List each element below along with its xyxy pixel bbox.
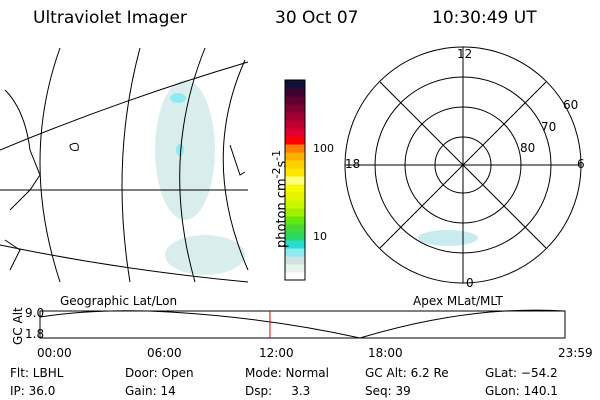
colorbar-swatch [285,152,305,161]
colorbar-swatch [285,256,305,265]
mlt-12: 12 [457,47,473,61]
colorbar-swatch [285,176,305,185]
lat-70: 70 [541,120,557,134]
colorbar-label: photon cm-2s-1 [270,149,290,248]
info-field: Seq: 39 [365,384,411,398]
xtick: 12:00 [259,346,294,360]
colorbar-swatch [285,96,305,105]
colorbar-tick-100: 100 [313,142,334,155]
instrument-title: Ultraviolet Imager [33,8,187,28]
geographic-map [0,47,249,283]
info-field: Mode: Normal [245,366,329,380]
colorbar-swatch [285,184,305,193]
colorbar-swatch [285,224,305,233]
colorbar-swatch [285,232,305,241]
colorbar-swatch [285,200,305,209]
lat-60: 60 [563,98,579,112]
polar-plot [344,46,582,284]
colorbar-swatch [285,120,305,129]
info-field: Flt: LBHL [10,366,64,380]
colorbar-swatch [285,248,305,257]
info-field: GLon: 140.1 [485,384,558,398]
colorbar-swatch [285,160,305,169]
info-field: GC Alt: 6.2 Re [365,366,449,380]
info-field: Dsp: 3.3 [245,384,311,398]
colorbar-swatch [285,208,305,217]
info-field: Gain: 14 [125,384,176,398]
colorbar-tick-10: 10 [313,230,327,243]
colorbar-swatch [285,112,305,121]
mlt-6: 6 [577,157,585,171]
ytick-1.8: 1.8 [25,327,45,341]
altitude-strip [39,309,566,339]
geographic-title: Geographic Lat/Lon [60,294,178,308]
lat-80: 80 [520,141,536,155]
colorbar-swatch [285,136,305,145]
info-field: GLat: −54.2 [485,366,558,380]
mlt-18: 18 [345,157,361,171]
colorbar-swatch [285,240,305,249]
colorbar [284,79,306,281]
colorbar-swatch [285,144,305,153]
info-field: Door: Open [125,366,194,380]
colorbar-swatch [285,80,305,89]
ytick-9: 9.0 [25,306,45,320]
time: 10:30:49 UT [432,8,537,28]
colorbar-swatch [285,264,305,273]
xtick: 00:00 [37,346,72,360]
colorbar-swatch [285,192,305,201]
colorbar-swatch [285,104,305,113]
apex-title: Apex MLat/MLT [413,294,503,308]
xtick: 18:00 [368,346,403,360]
colorbar-swatch [285,272,305,281]
colorbar-swatch [285,88,305,97]
date: 30 Oct 07 [275,8,359,28]
xtick: 23:59 [558,346,593,360]
altitude-ylabel: GC Alt [11,307,25,345]
xtick: 06:00 [147,346,182,360]
mlt-0: 0 [466,276,474,290]
colorbar-swatch [285,168,305,177]
colorbar-swatch [285,128,305,137]
colorbar-swatch [285,216,305,225]
info-field: IP: 36.0 [10,384,56,398]
